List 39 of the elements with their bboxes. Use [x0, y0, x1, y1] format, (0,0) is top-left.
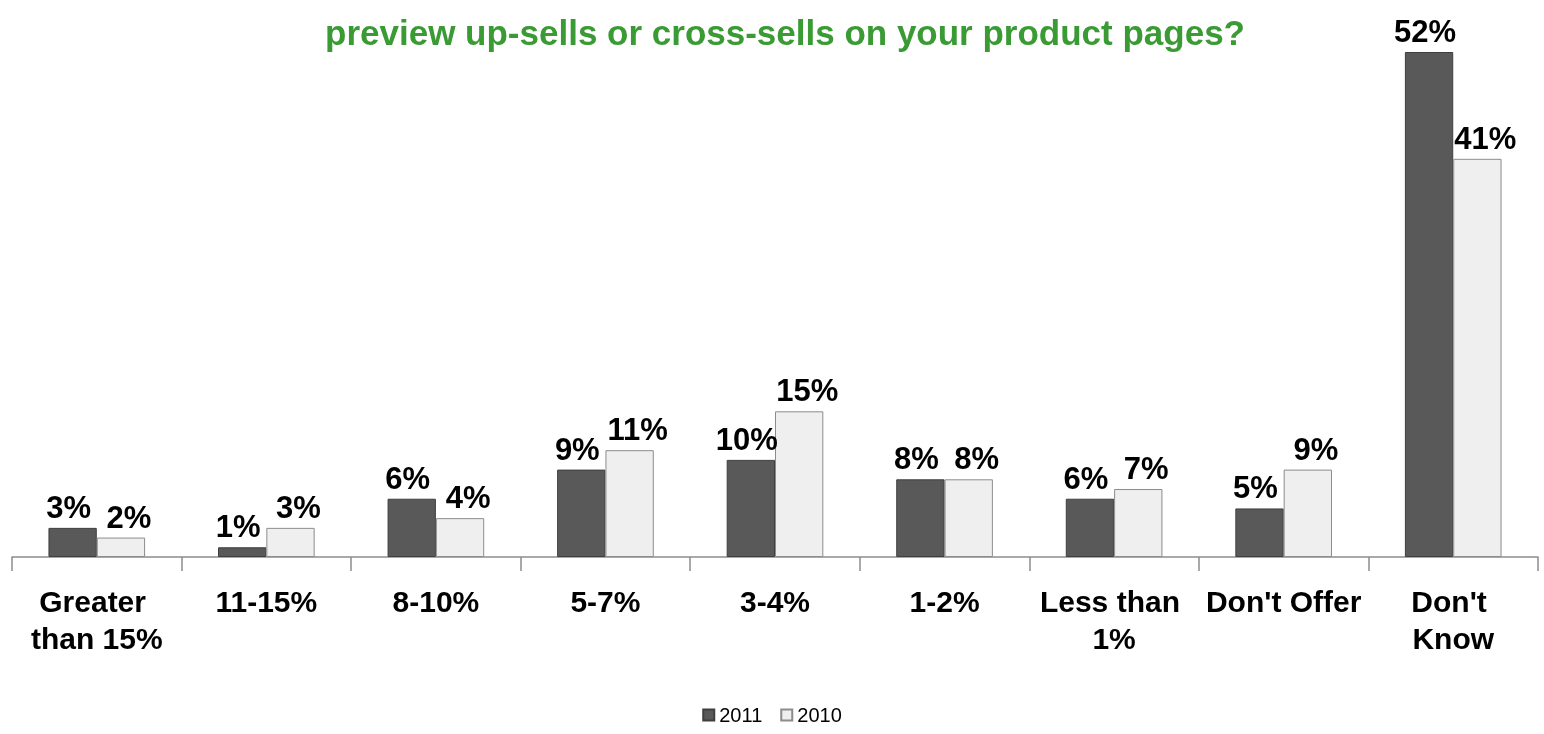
data-label: 9% — [554, 431, 600, 467]
data-label: 52% — [1394, 14, 1457, 49]
x-tick-label: 1-2% — [909, 585, 980, 618]
data-label: 3% — [46, 489, 92, 525]
bar — [1235, 508, 1284, 557]
data-label: 7% — [1123, 451, 1169, 487]
x-tick-label: 3-4% — [739, 585, 811, 618]
data-label: 41% — [1454, 120, 1517, 156]
bar — [218, 547, 267, 557]
data-label: 1% — [215, 509, 261, 545]
data-label: 8% — [893, 441, 939, 477]
bar — [48, 527, 97, 557]
data-label: 11% — [607, 412, 668, 448]
data-label: 10% — [715, 421, 778, 457]
data-label: 8% — [954, 441, 1000, 477]
bar — [896, 479, 945, 557]
legend-label: 2011 — [719, 704, 763, 726]
chart-title: preview up-sells or cross-sells on your product pages? — [325, 13, 1245, 52]
data-label: 15% — [776, 373, 839, 409]
bar — [726, 459, 775, 557]
x-tick-label: 11-15% — [215, 585, 318, 618]
data-label: 3% — [276, 489, 321, 525]
bar — [557, 469, 606, 557]
bar — [1065, 498, 1115, 557]
x-tick-label: Less than 1% — [1039, 585, 1189, 655]
x-tick-label: 8-10% — [392, 585, 480, 618]
x-tick-label: Don't Offer — [1205, 585, 1362, 618]
bar — [1404, 52, 1454, 557]
x-tick-label: Greater than 15% — [30, 585, 163, 655]
data-label: 4% — [445, 480, 491, 516]
data-label: 2% — [106, 499, 152, 535]
legend-label: 2010 — [797, 704, 842, 726]
data-label: 5% — [1233, 470, 1278, 506]
data-label: 9% — [1293, 431, 1339, 467]
x-tick-label: 5-7% — [570, 585, 641, 618]
bar — [387, 498, 436, 557]
data-label: 6% — [1063, 460, 1109, 496]
x-tick-label: Don't Know — [1411, 585, 1496, 655]
data-label: 6% — [385, 460, 431, 496]
